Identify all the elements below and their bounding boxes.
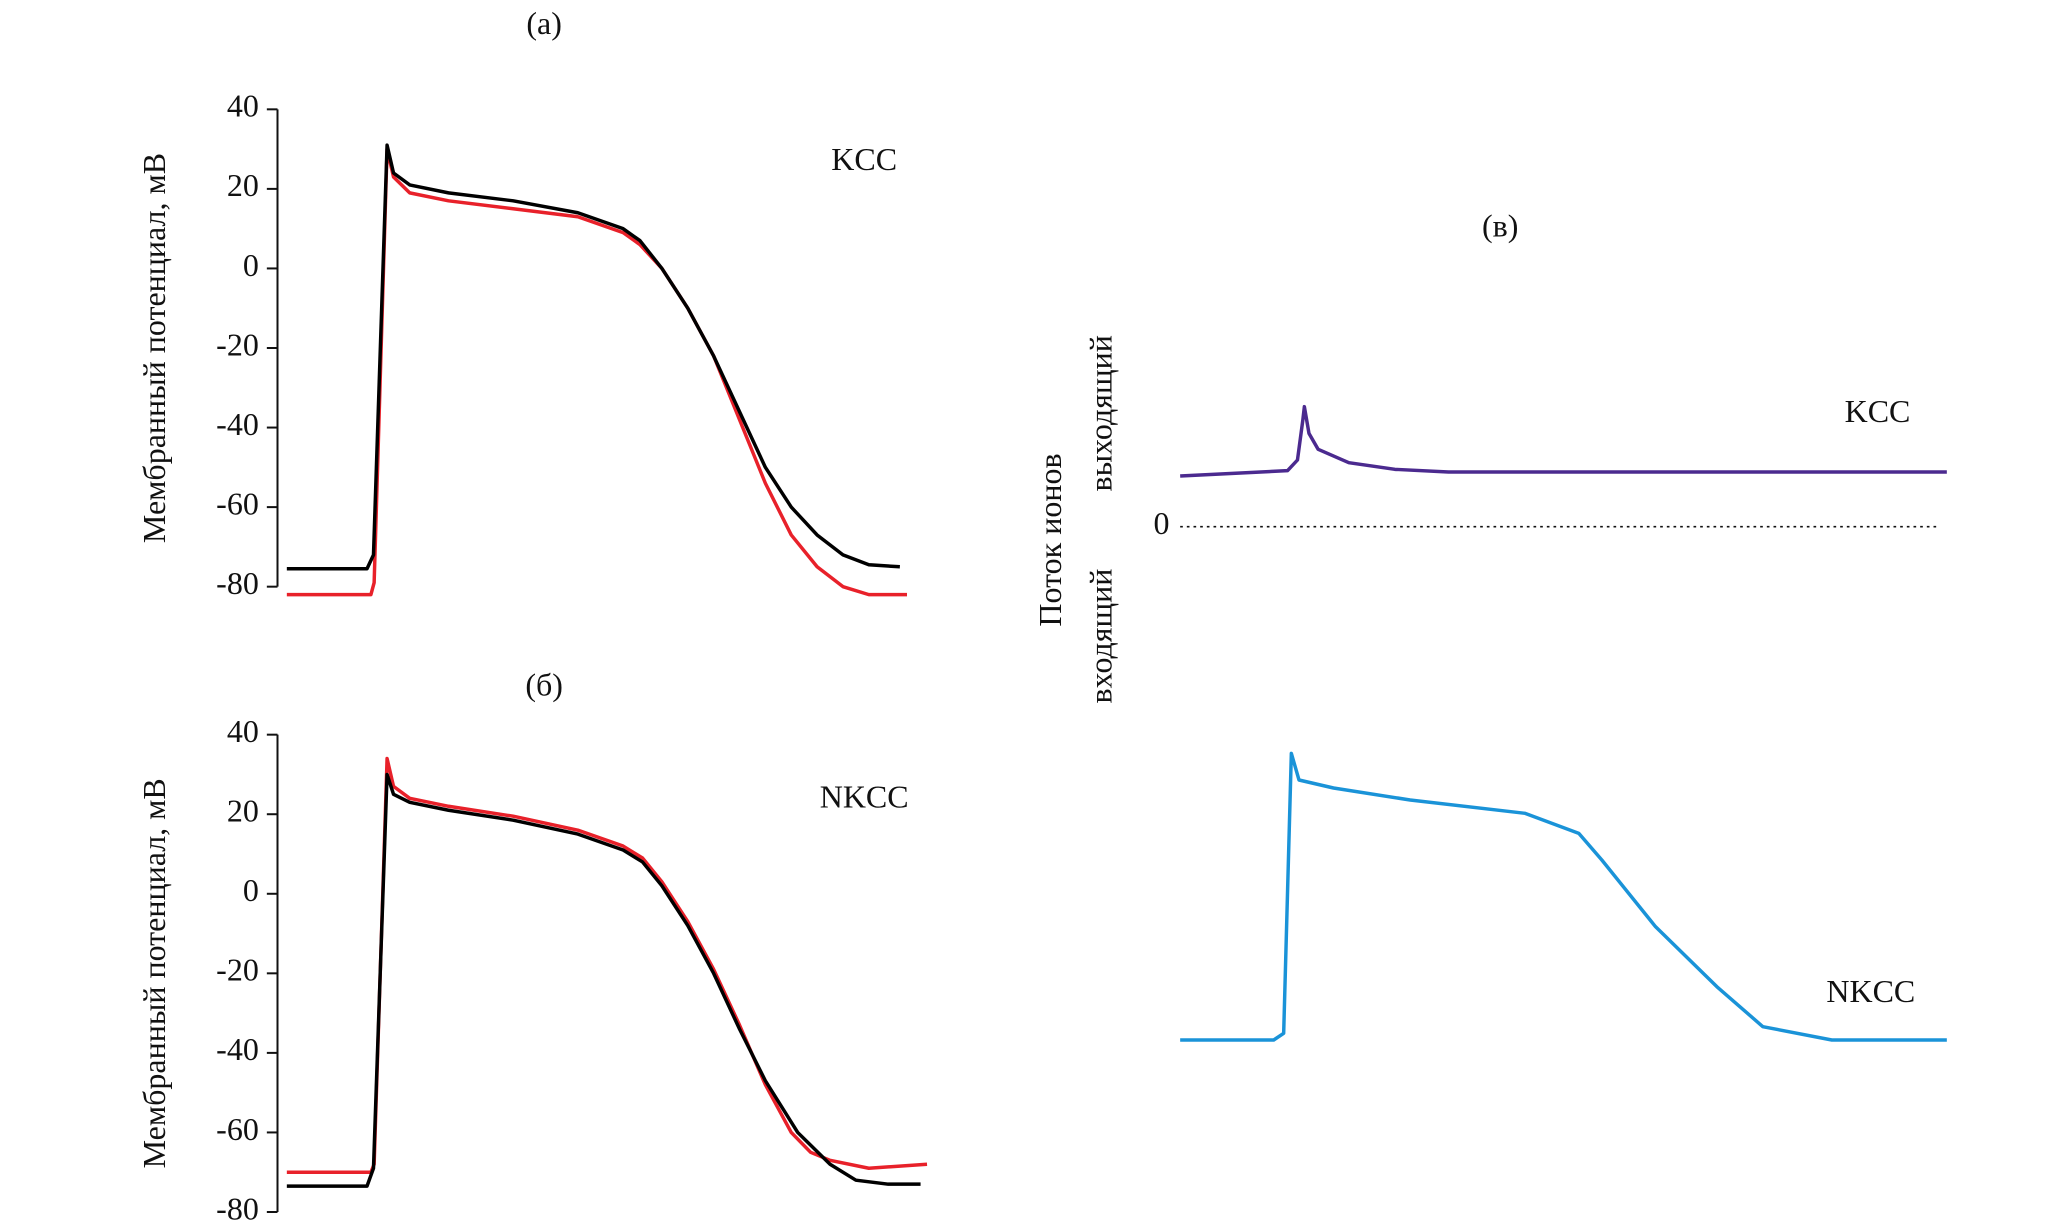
y-tick-label: 0 (243, 872, 259, 908)
line (1180, 404, 1947, 478)
y-axis-label: Мембранный потенциал, мВ (136, 778, 172, 1168)
y-tick-label: 20 (227, 167, 259, 203)
series-label: KCC (1845, 393, 1911, 429)
y-axis-sublabel: выходящий (1083, 335, 1119, 491)
y-tick-label: -20 (216, 952, 259, 988)
y-axis-sublabel: входящий (1083, 569, 1119, 704)
y-tick-label: 0 (1154, 505, 1170, 541)
y-tick-label: 20 (227, 793, 259, 829)
y-tick-label: -40 (216, 1031, 259, 1067)
y-tick-label: -20 (216, 326, 259, 362)
annotation: NKCC (820, 778, 909, 814)
line (286, 143, 900, 571)
line (1180, 751, 1947, 1042)
y-tick-label: 40 (227, 88, 259, 124)
panel-title: (б) (525, 666, 563, 702)
y-tick-label: -60 (216, 485, 259, 521)
y-axis-label: Мембранный потенциал, мВ (136, 153, 172, 543)
y-tick-label: -80 (216, 1190, 259, 1226)
panel-title: (а) (526, 5, 562, 41)
y-tick-label: -40 (216, 406, 259, 442)
series-label: NKCC (1826, 973, 1915, 1009)
y-axis-label: Поток ионов (1032, 453, 1068, 626)
y-tick-label: -80 (216, 565, 259, 601)
y-tick-label: 0 (243, 247, 259, 283)
y-tick-label: -60 (216, 1111, 259, 1147)
annotation: KCC (831, 141, 897, 177)
line (286, 772, 921, 1188)
panel-title: (в) (1482, 208, 1518, 244)
line (286, 756, 928, 1174)
y-tick-label: 40 (227, 713, 259, 749)
